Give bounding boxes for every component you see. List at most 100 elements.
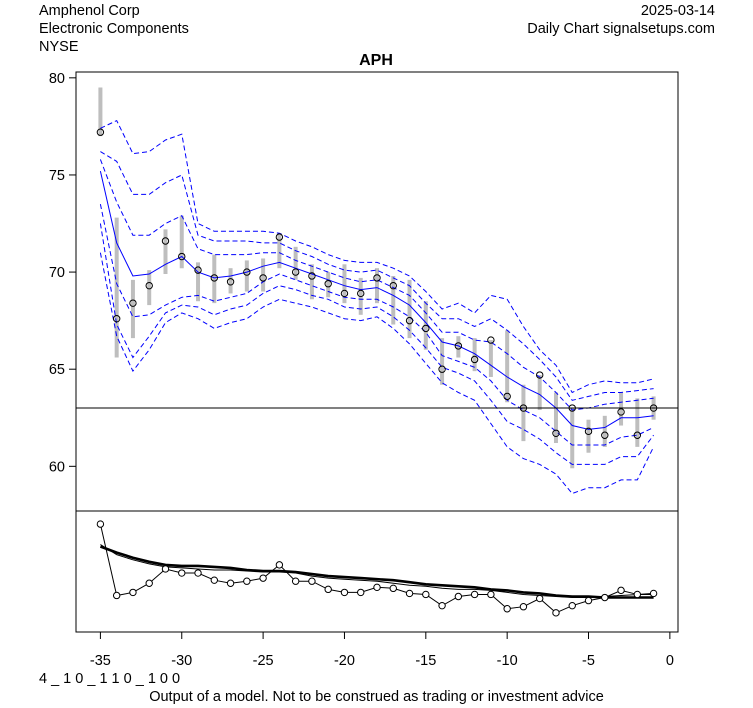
oscillator-panel	[96, 520, 658, 617]
close-point	[145, 281, 153, 290]
x-tick-label: -30	[171, 653, 192, 669]
close-point	[438, 365, 446, 373]
band-upper-1-line	[99, 159, 654, 411]
oscillator-point	[161, 565, 170, 573]
axes: 60 65 70 75 80 -35 -30 -25 -20 -15 -10 -5 0	[49, 71, 679, 669]
oscillator-point	[112, 591, 121, 600]
oscillator-point	[129, 588, 137, 597]
close-point	[340, 289, 349, 298]
sector-name: Electronic Components	[39, 21, 189, 37]
close-point	[308, 272, 316, 280]
x-tick-label: -25	[253, 653, 274, 669]
model-center-line	[99, 170, 654, 430]
x-tick-label: 0	[666, 653, 674, 669]
oscillator-point	[275, 561, 284, 569]
oscillator-point	[178, 569, 186, 577]
close-point	[112, 314, 121, 323]
oscillator-point	[454, 592, 463, 601]
close-point	[373, 274, 381, 282]
disclaimer: Output of a model. Not to be construed a…	[149, 689, 604, 705]
close-point	[552, 429, 560, 438]
close-point	[275, 233, 284, 241]
y-tick-label: 60	[49, 459, 65, 475]
close-point	[226, 278, 235, 286]
oscillator-point	[373, 583, 381, 592]
oscillator-point	[405, 589, 414, 598]
close-point	[324, 280, 332, 288]
close-point	[422, 324, 430, 333]
oscillator-point	[617, 586, 625, 595]
close-point	[454, 342, 463, 350]
band-lower-1-line	[99, 203, 654, 446]
exchange-name: NYSE	[39, 39, 79, 55]
x-tick-label: -15	[415, 653, 436, 669]
chart-source: Daily Chart signalsetups.com	[527, 21, 715, 37]
oscillator-point	[438, 601, 446, 610]
oscillator-point	[649, 589, 658, 598]
band-upper-3-line	[100, 119, 654, 394]
oscillator-point	[470, 590, 479, 599]
price-panel	[76, 87, 678, 495]
close-point	[633, 431, 642, 439]
close-point	[601, 431, 609, 439]
close-point	[291, 268, 300, 276]
oscillator-point	[210, 576, 218, 584]
close-point	[243, 268, 251, 276]
close-point	[649, 404, 658, 412]
oscillator-point	[340, 588, 349, 597]
oscillator-point	[536, 594, 544, 603]
oscillator-point	[487, 590, 495, 599]
close-point	[584, 427, 593, 436]
average-thin-line	[100, 544, 654, 598]
model-code: 4 _ 1 0 _ 1 1 0 _ 1 0 0	[39, 671, 181, 687]
oscillator-point	[96, 520, 105, 528]
company-name: Amphenol Corp	[39, 3, 140, 19]
close-point	[487, 336, 495, 344]
close-point	[470, 355, 479, 364]
oscillator-point	[389, 584, 397, 593]
oscillator-point	[633, 590, 642, 599]
oscillator-point	[568, 601, 576, 610]
close-point	[129, 299, 137, 307]
close-point	[96, 128, 105, 136]
x-tick-label: -35	[90, 653, 111, 669]
close-point	[357, 289, 365, 298]
close-point	[617, 408, 625, 416]
y-tick-label: 70	[49, 265, 65, 281]
close-point	[503, 392, 511, 401]
close-point	[178, 252, 186, 261]
chart-title: APH	[359, 52, 393, 69]
band-lower-3-line	[99, 252, 655, 495]
close-point	[536, 371, 544, 379]
y-tick-label: 80	[49, 71, 65, 87]
oscillator-point	[519, 603, 528, 611]
close-point	[405, 316, 414, 325]
band-lower-2-line	[99, 223, 654, 465]
oscillator-point	[552, 609, 560, 617]
close-point	[161, 237, 170, 245]
x-tick-label: -5	[582, 653, 595, 669]
close-point	[194, 266, 202, 274]
oscillator-point	[422, 590, 430, 599]
oscillator-point	[259, 574, 267, 582]
close-point	[259, 274, 267, 282]
oscillator-point	[308, 577, 316, 585]
oscillator-point	[357, 588, 365, 597]
oscillator-point	[503, 605, 511, 613]
oscillator-point	[601, 593, 609, 602]
close-point	[568, 404, 576, 412]
oscillator-point	[226, 579, 235, 587]
close-point	[210, 274, 218, 282]
oscillator-point	[324, 585, 332, 594]
oscillator-point	[243, 577, 251, 585]
y-tick-label: 65	[49, 362, 65, 378]
chart-date: 2025-03-14	[640, 3, 715, 19]
y-tick-label: 75	[49, 168, 65, 184]
oscillator-point	[194, 569, 202, 577]
oscillator-point	[584, 596, 593, 605]
average-thick-line	[99, 545, 654, 599]
oscillator-point	[145, 579, 153, 587]
oscillator-panel-frame	[75, 510, 679, 633]
x-tick-label: -10	[497, 653, 518, 669]
